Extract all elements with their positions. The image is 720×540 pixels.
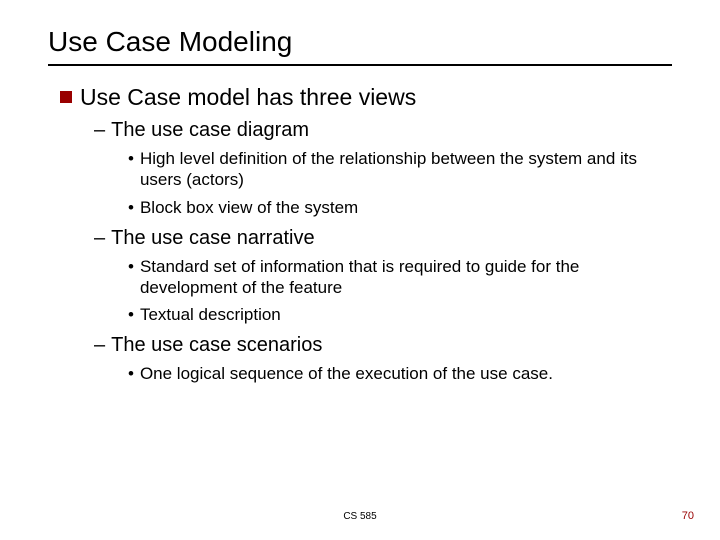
level3-text: One logical sequence of the execution of… <box>140 363 553 384</box>
slide: Use Case Modeling Use Case model has thr… <box>0 0 720 540</box>
bullet-level3: • Block box view of the system <box>128 197 672 219</box>
footer-course-code: CS 585 <box>0 511 720 522</box>
dash-bullet-icon: – <box>94 334 105 357</box>
level3-text: Standard set of information that is requ… <box>140 256 672 299</box>
dot-bullet-icon: • <box>128 197 134 219</box>
dot-bullet-icon: • <box>128 148 134 170</box>
dot-bullet-icon: • <box>128 256 134 278</box>
level1-text: Use Case model has three views <box>80 84 416 111</box>
dot-bullet-icon: • <box>128 304 134 326</box>
level2-text: The use case scenarios <box>111 334 322 357</box>
bullet-level2: – The use case narrative <box>94 227 672 250</box>
level2-text: The use case narrative <box>111 227 314 250</box>
dot-bullet-icon: • <box>128 363 134 385</box>
bullet-level3: • Textual description <box>128 304 672 326</box>
bullet-level1: Use Case model has three views <box>60 84 672 111</box>
level3-text: Textual description <box>140 304 281 325</box>
page-number: 70 <box>682 510 694 522</box>
level3-text: Block box view of the system <box>140 197 358 218</box>
bullet-level2: – The use case scenarios <box>94 334 672 357</box>
bullet-level3: • High level definition of the relations… <box>128 148 672 191</box>
bullet-level2: – The use case diagram <box>94 119 672 142</box>
dash-bullet-icon: – <box>94 119 105 142</box>
level2-text: The use case diagram <box>111 119 309 142</box>
bullet-level3: • One logical sequence of the execution … <box>128 363 672 385</box>
slide-title: Use Case Modeling <box>48 26 672 64</box>
bullet-level3: • Standard set of information that is re… <box>128 256 672 299</box>
title-underline <box>48 64 672 66</box>
dash-bullet-icon: – <box>94 227 105 250</box>
level3-text: High level definition of the relationshi… <box>140 148 672 191</box>
square-bullet-icon <box>60 91 72 103</box>
